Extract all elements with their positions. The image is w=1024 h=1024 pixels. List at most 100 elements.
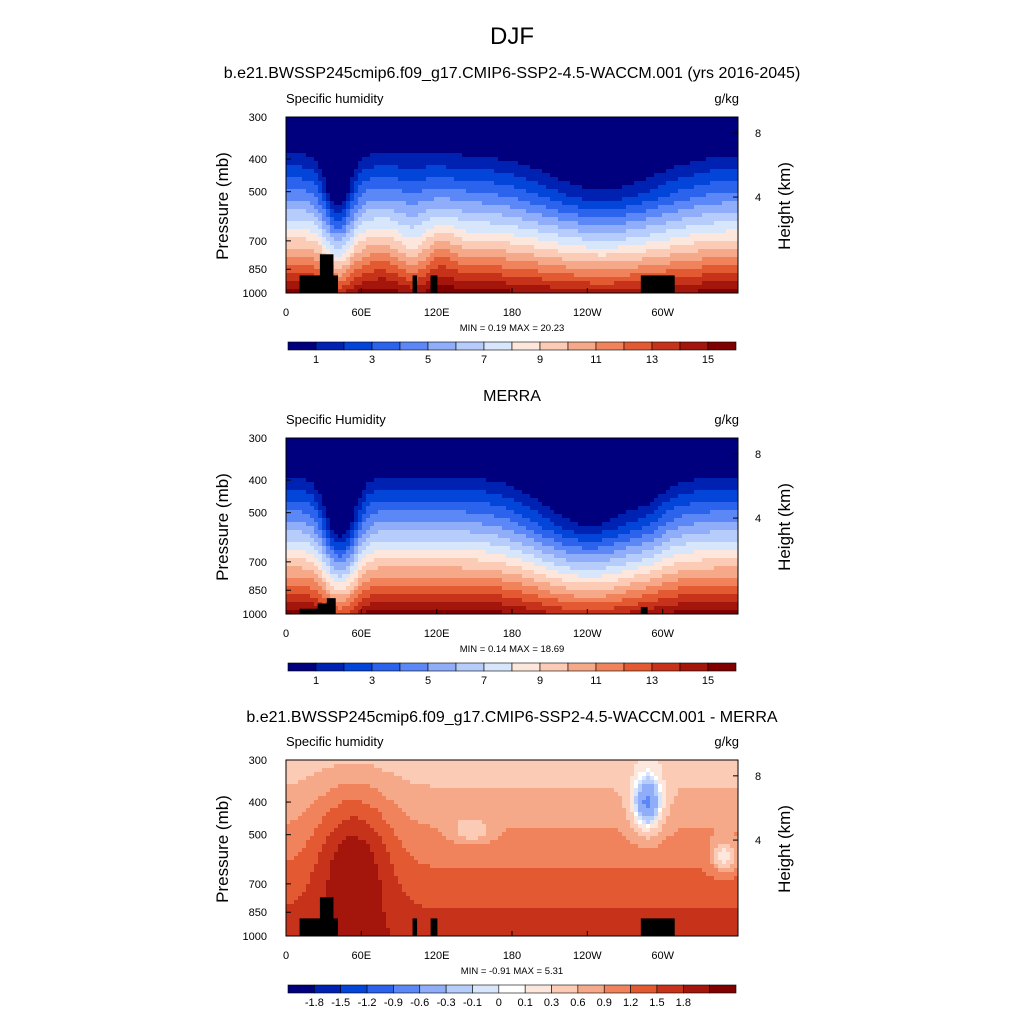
contour-cell — [550, 229, 555, 234]
contour-cell — [298, 241, 303, 246]
contour-cell — [342, 189, 347, 194]
contour-cell — [682, 261, 687, 266]
contour-cell — [566, 245, 571, 250]
contour-cell — [302, 221, 307, 226]
contour-cell — [566, 177, 571, 182]
contour-cell — [506, 193, 511, 198]
contour-cell — [402, 221, 407, 226]
contour-cell — [530, 217, 535, 222]
contour-cell — [462, 281, 467, 286]
contour-cell — [626, 209, 631, 214]
contour-cell — [326, 125, 331, 130]
contour-cell — [302, 149, 307, 154]
contour-cell — [466, 153, 471, 158]
contour-cell — [586, 173, 591, 178]
contour-cell — [694, 133, 699, 138]
contour-cell — [506, 181, 511, 186]
contour-cell — [606, 141, 611, 146]
contour-cell — [470, 229, 475, 234]
contour-cell — [306, 221, 311, 226]
contour-cell — [526, 129, 531, 134]
contour-cell — [558, 273, 563, 278]
contour-cell — [386, 265, 391, 270]
contour-cell — [566, 133, 571, 138]
contour-cell — [726, 245, 731, 250]
contour-cell — [378, 129, 383, 134]
contour-cell — [530, 261, 535, 266]
contour-cell — [678, 133, 683, 138]
contour-cell — [534, 157, 539, 162]
contour-cell — [714, 221, 719, 226]
contour-cell — [698, 117, 703, 122]
contour-cell — [682, 189, 687, 194]
contour-cell — [510, 217, 515, 222]
contour-cell — [370, 153, 375, 158]
contour-cell — [290, 249, 295, 254]
contour-cell — [726, 225, 731, 230]
contour-cell — [622, 193, 627, 198]
contour-cell — [466, 265, 471, 270]
contour-cell — [602, 153, 607, 158]
contour-cell — [474, 165, 479, 170]
contour-cell — [622, 189, 627, 194]
contour-cell — [726, 209, 731, 214]
contour-cell — [462, 173, 467, 178]
contour-cell — [694, 129, 699, 134]
contour-cell — [602, 221, 607, 226]
contour-cell — [462, 181, 467, 186]
contour-cell — [658, 173, 663, 178]
contour-cell — [574, 185, 579, 190]
contour-cell — [526, 173, 531, 178]
contour-cell — [322, 141, 327, 146]
contour-cell — [662, 125, 667, 130]
contour-cell — [494, 289, 499, 293]
contour-cell — [554, 261, 559, 266]
contour-cell — [410, 117, 415, 122]
contour-cell — [378, 261, 383, 266]
contour-cell — [398, 157, 403, 162]
contour-cell — [574, 193, 579, 198]
contour-cell — [290, 241, 295, 246]
contour-cell — [614, 165, 619, 170]
contour-cell — [662, 249, 667, 254]
contour-cell — [346, 281, 351, 286]
contour-cell — [430, 157, 435, 162]
contour-cell — [370, 181, 375, 186]
contour-cell — [710, 161, 715, 166]
contour-cell — [538, 181, 543, 186]
contour-cell — [418, 153, 423, 158]
contour-cell — [698, 201, 703, 206]
contour-cell — [306, 209, 311, 214]
contour-cell — [718, 241, 723, 246]
contour-cell — [690, 253, 695, 258]
contour-cell — [462, 265, 467, 270]
contour-cell — [602, 261, 607, 266]
contour-cell — [538, 233, 543, 238]
contour-cell — [606, 173, 611, 178]
contour-cell — [650, 157, 655, 162]
contour-cell — [494, 209, 499, 214]
contour-cell — [358, 253, 363, 258]
contour-cell — [730, 149, 735, 154]
contour-cell — [406, 217, 411, 222]
contour-cell — [654, 189, 659, 194]
contour-cell — [486, 169, 491, 174]
contour-cell — [398, 233, 403, 238]
contour-cell — [294, 225, 299, 230]
contour-cell — [338, 193, 343, 198]
contour-cell — [610, 149, 615, 154]
contour-cell — [706, 125, 711, 130]
contour-cell — [354, 241, 359, 246]
contour-cell — [414, 169, 419, 174]
contour-cell — [542, 265, 547, 270]
contour-cell — [626, 289, 631, 293]
contour-cell — [614, 281, 619, 286]
contour-cell — [730, 265, 735, 270]
contour-cell — [398, 257, 403, 262]
contour-cell — [674, 161, 679, 166]
contour-cell — [662, 173, 667, 178]
contour-cell — [706, 265, 711, 270]
contour-cell — [634, 217, 639, 222]
contour-cell — [458, 209, 463, 214]
contour-cell — [366, 225, 371, 230]
